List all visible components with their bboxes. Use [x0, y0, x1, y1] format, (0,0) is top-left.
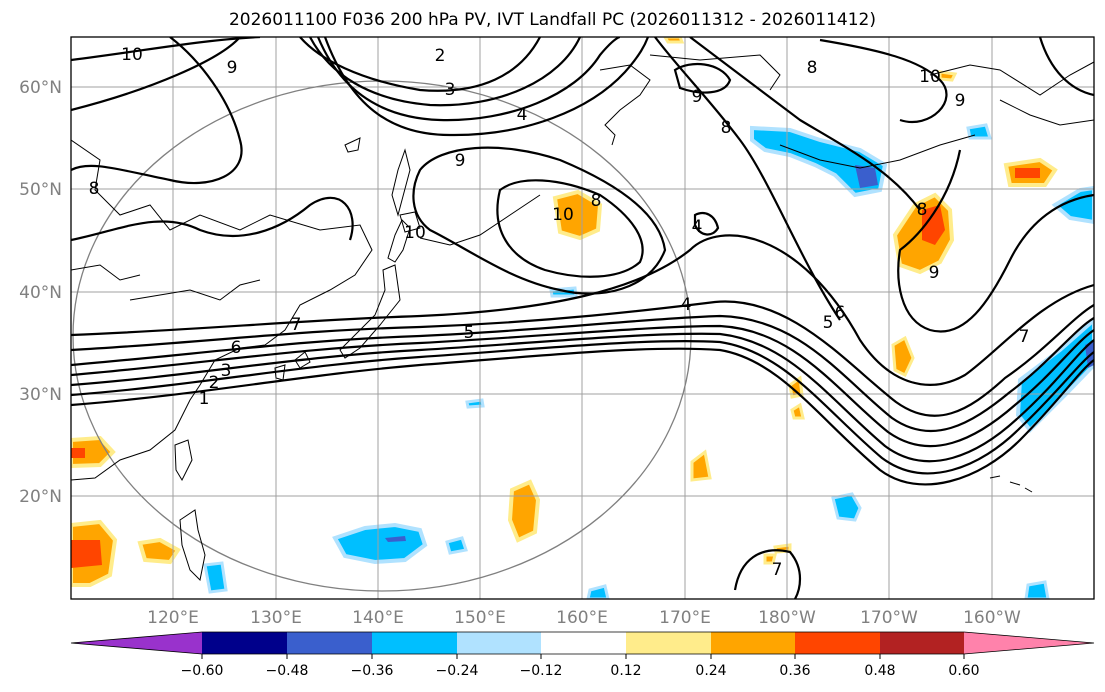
contour-label: 8 [721, 118, 732, 138]
contour-label: 6 [231, 338, 242, 358]
colorbar-tick-label: −0.12 [520, 663, 563, 679]
colorbar-bin [372, 632, 457, 654]
contour-label: 8 [591, 191, 602, 211]
graticule [71, 37, 1094, 599]
lat-label: 60°N [19, 78, 62, 98]
contour-label: 1 [199, 389, 210, 409]
colorbar-bin [880, 632, 964, 654]
lon-label: 130°E [250, 608, 302, 628]
colorbar-tick-label: −0.36 [351, 663, 394, 679]
contour-label: 5 [464, 323, 475, 343]
contour-label: 4 [517, 105, 528, 125]
contour-label: 8 [89, 179, 100, 199]
lon-label: 170°W [860, 608, 918, 628]
lon-label: 180°W [758, 608, 816, 628]
contour-label: 6 [835, 303, 846, 323]
colorbar-tick-label: 0.48 [864, 663, 895, 679]
colorbar-bin [457, 632, 541, 654]
colorbar-extend-low [71, 632, 202, 654]
lon-label: 160°E [556, 608, 608, 628]
contour-label: 9 [955, 91, 966, 111]
contour-label: 9 [227, 58, 238, 78]
contour-label: 4 [692, 217, 703, 237]
colorbar-bin [202, 632, 287, 654]
lon-label: 170°E [659, 608, 711, 628]
contour-label: 4 [681, 295, 692, 315]
contour-label: 5 [823, 313, 834, 333]
colorbar-ticks [201, 654, 965, 659]
colorbar-bin [287, 632, 372, 654]
contour-label: 7 [772, 560, 783, 580]
contour-label: 7 [291, 315, 302, 335]
contour-label: 8 [807, 58, 818, 78]
contour-label: 8 [917, 200, 928, 220]
contour-label: 10 [552, 205, 574, 225]
latitude-labels: 60°N 50°N 40°N 30°N 20°N [19, 78, 62, 507]
contour-label: 10 [919, 67, 941, 87]
contour-label: 9 [929, 263, 940, 283]
colorbar: −0.60 −0.48 −0.36 −0.24 −0.12 0.12 0.24 … [70, 631, 1095, 679]
colorbar-tick-label: −0.60 [181, 663, 224, 679]
colorbar-bin [795, 632, 880, 654]
contour-labels: 10 9 2 3 4 9 10 8 9 10 9 8 8 10 8 9 7 6 … [89, 45, 1030, 580]
contour-label: 9 [692, 87, 703, 107]
lon-label: 140°E [352, 608, 404, 628]
colorbar-tick-label: −0.48 [266, 663, 309, 679]
lon-label: 150°E [454, 608, 506, 628]
map-frame [70, 36, 1095, 600]
colorbar-tick-label: −0.24 [436, 663, 479, 679]
contour-label: 3 [445, 80, 456, 100]
colorbar-tick-label: 0.24 [695, 663, 726, 679]
colorbar-tick-label: 0.60 [948, 663, 979, 679]
contour-label: 3 [221, 361, 232, 381]
colorbar-bin [541, 632, 626, 654]
contour-label: 2 [435, 46, 446, 66]
lat-label: 50°N [19, 180, 62, 200]
colorbar-tick-label: 0.36 [779, 663, 810, 679]
colorbar-bin [626, 632, 711, 654]
contour-label: 2 [209, 373, 220, 393]
lon-label: 160°W [963, 608, 1021, 628]
lat-label: 20°N [19, 487, 62, 507]
colorbar-extend-high [964, 632, 1094, 654]
lat-label: 30°N [19, 385, 62, 405]
longitude-labels: 120°E 130°E 140°E 150°E 160°E 170°E 180°… [147, 608, 1021, 628]
colorbar-tick-label: 0.12 [610, 663, 641, 679]
lon-label: 120°E [147, 608, 199, 628]
contour-label: 9 [455, 151, 466, 171]
contour-label: 10 [121, 45, 143, 65]
contour-label: 7 [1019, 327, 1030, 347]
coastlines [71, 54, 1094, 582]
pv-contours [71, 37, 1094, 599]
lat-label: 40°N [19, 283, 62, 303]
contour-label: 10 [404, 223, 426, 243]
plot-title: 2026011100 F036 200 hPa PV, IVT Landfall… [228, 10, 876, 30]
colorbar-bin [711, 632, 795, 654]
